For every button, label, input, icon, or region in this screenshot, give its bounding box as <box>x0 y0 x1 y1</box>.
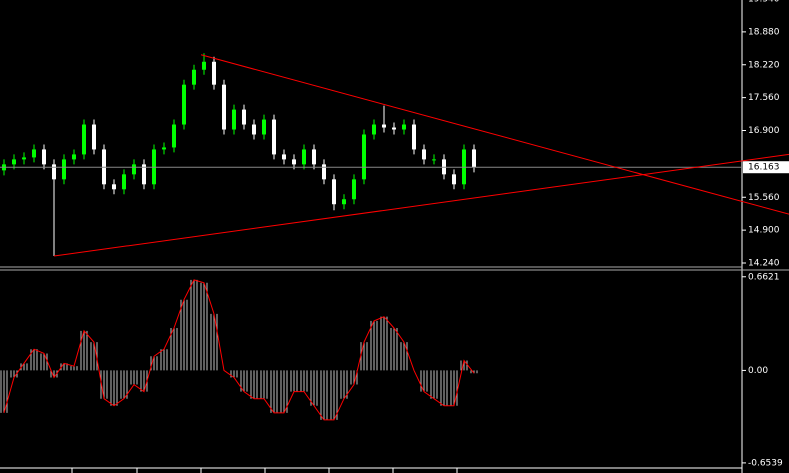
oscillator-line <box>3 279 475 421</box>
last-price-box <box>743 161 789 174</box>
y-tick-label: 0.00 <box>748 366 768 376</box>
y-tick-label: 14.900 <box>748 226 780 236</box>
candle-body <box>302 149 306 165</box>
trendline <box>200 54 789 215</box>
candle-body <box>122 174 126 190</box>
candle-body <box>312 149 316 165</box>
candle-body <box>92 124 96 150</box>
candle-body <box>32 149 36 158</box>
candle-body <box>192 69 196 85</box>
candle-body <box>232 109 236 130</box>
y-tick-label: 19.540 <box>748 0 780 5</box>
candle-body <box>252 124 256 135</box>
candle-body <box>42 149 46 165</box>
candle-body <box>142 164 146 185</box>
candle-body <box>52 164 56 180</box>
y-tick-label: 14.240 <box>748 259 780 269</box>
y-tick-label: 0.6621 <box>748 272 780 282</box>
candle-body <box>72 154 76 160</box>
candle-body <box>242 109 246 125</box>
candle-body <box>412 124 416 150</box>
y-tick-label: 15.560 <box>748 193 780 203</box>
y-tick-label: 16.900 <box>748 126 780 136</box>
candle-body <box>172 124 176 148</box>
y-tick-label: -0.6539 <box>748 458 783 468</box>
candle-body <box>212 61 216 85</box>
candle-body <box>132 164 136 175</box>
candle-body <box>262 119 266 135</box>
last-price-label: 16.163 <box>748 163 780 173</box>
candle-body <box>292 159 296 165</box>
candle-body <box>392 127 396 130</box>
candle-body <box>112 184 116 190</box>
candle-body <box>222 84 226 130</box>
candle-body <box>352 179 356 200</box>
time-ticks <box>71 468 458 473</box>
candle-body <box>472 149 476 168</box>
candle-body <box>62 159 66 180</box>
candle-body <box>322 164 326 180</box>
candle-body <box>402 124 406 130</box>
candle-body <box>282 154 286 160</box>
candle-body <box>382 124 386 128</box>
candle-body <box>202 61 206 70</box>
candle-body <box>332 179 336 205</box>
y-tick-label: 17.560 <box>748 93 780 103</box>
candle-body <box>422 149 426 160</box>
candle-body <box>182 84 186 125</box>
candle-body <box>22 157 26 160</box>
candle-body <box>82 124 86 155</box>
candle-body <box>372 124 376 135</box>
y-tick-label: 18.220 <box>748 60 780 70</box>
candle-body <box>12 159 16 165</box>
candle-body <box>362 134 366 180</box>
candle-body <box>432 159 436 161</box>
y-tick-label: 18.880 <box>748 27 780 37</box>
trendline <box>53 153 789 257</box>
candle-body <box>162 147 166 150</box>
candle-body <box>342 199 346 205</box>
candle-body <box>272 119 276 155</box>
candle-body <box>452 174 456 185</box>
